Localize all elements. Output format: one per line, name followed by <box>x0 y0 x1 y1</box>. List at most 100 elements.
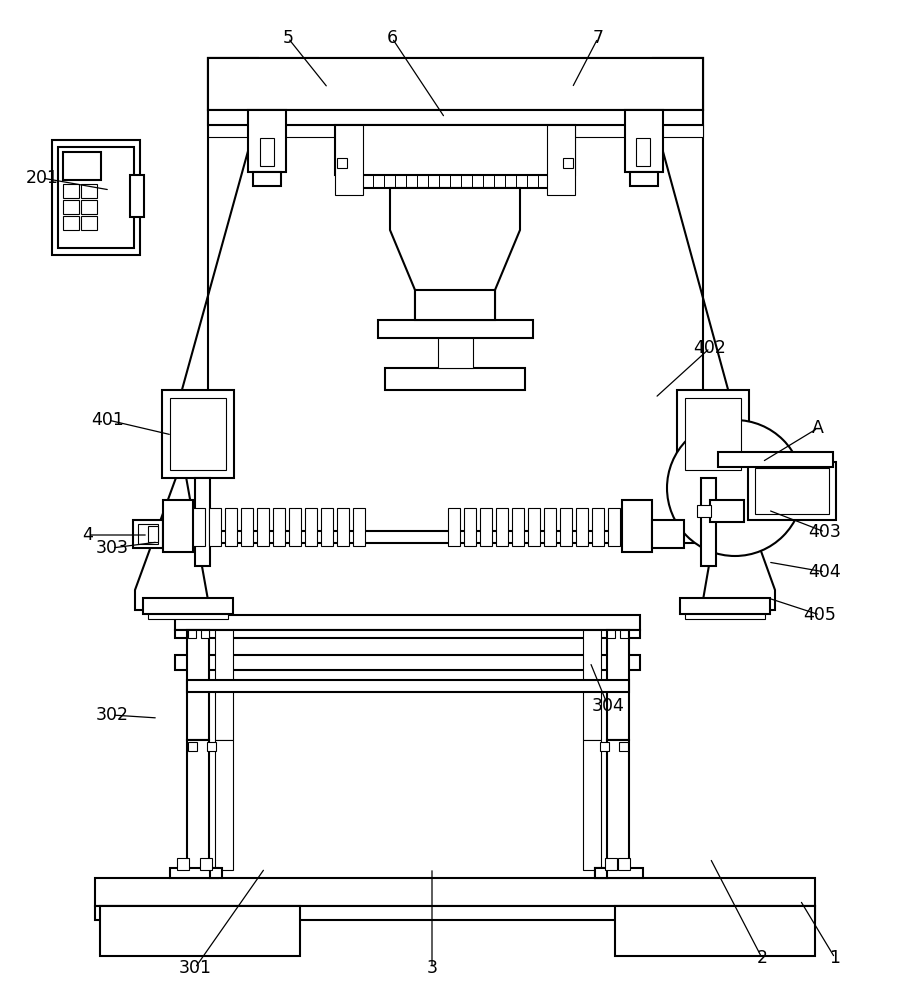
Circle shape <box>667 420 803 556</box>
Bar <box>100 906 300 956</box>
Polygon shape <box>390 188 520 320</box>
Text: 403: 403 <box>809 523 842 541</box>
Bar <box>148 526 158 542</box>
Bar <box>448 508 460 546</box>
Bar <box>547 125 575 195</box>
Bar <box>209 508 221 546</box>
Bar <box>63 216 79 230</box>
Bar <box>215 740 233 870</box>
Polygon shape <box>135 58 258 610</box>
Bar <box>415 290 495 320</box>
Bar <box>544 508 556 546</box>
Bar <box>748 462 836 520</box>
Text: 201: 201 <box>25 169 58 187</box>
Bar <box>81 216 97 230</box>
Bar <box>385 368 525 390</box>
Bar <box>195 478 210 566</box>
Bar <box>260 138 274 166</box>
Bar <box>175 655 640 670</box>
Text: 404: 404 <box>809 563 842 581</box>
Bar <box>187 630 209 740</box>
Bar <box>148 614 228 619</box>
Text: 302: 302 <box>95 706 128 724</box>
Bar <box>563 158 573 168</box>
Bar <box>335 125 363 195</box>
Bar <box>200 858 212 870</box>
Bar <box>755 468 829 514</box>
Bar <box>583 630 601 740</box>
Bar <box>52 140 140 255</box>
Bar <box>257 508 269 546</box>
Bar <box>595 868 643 878</box>
Bar <box>685 614 765 619</box>
Bar <box>607 630 615 638</box>
Bar <box>335 125 575 175</box>
Bar <box>63 152 101 180</box>
Bar <box>685 398 741 470</box>
Bar <box>188 742 197 751</box>
Bar <box>241 508 253 546</box>
Bar <box>207 742 216 751</box>
Bar <box>170 868 218 878</box>
Bar <box>201 630 209 638</box>
Bar <box>225 508 237 546</box>
Bar <box>175 615 640 630</box>
Bar <box>595 868 607 878</box>
Bar <box>208 58 703 110</box>
Bar <box>618 858 630 870</box>
Bar <box>680 598 770 614</box>
Bar <box>608 508 620 546</box>
Bar <box>187 740 209 870</box>
Bar <box>438 338 473 368</box>
Bar <box>710 500 744 522</box>
Bar <box>378 320 533 338</box>
Bar <box>528 508 540 546</box>
Bar <box>305 508 317 546</box>
Text: 402: 402 <box>694 339 726 357</box>
Bar <box>321 508 333 546</box>
Bar <box>576 508 588 546</box>
Bar <box>162 390 234 478</box>
Text: 303: 303 <box>95 539 128 557</box>
Bar <box>697 505 711 517</box>
Bar <box>163 500 193 552</box>
Bar <box>81 184 97 198</box>
Bar <box>193 508 205 546</box>
Bar <box>143 598 233 614</box>
Bar <box>130 175 144 217</box>
Bar <box>620 630 628 638</box>
Polygon shape <box>653 58 775 610</box>
Bar <box>58 147 134 248</box>
Text: 6: 6 <box>386 29 397 47</box>
Bar <box>600 742 609 751</box>
Bar <box>133 520 163 548</box>
Text: 3: 3 <box>426 959 437 977</box>
Bar <box>81 200 97 214</box>
Bar <box>273 508 285 546</box>
Bar <box>177 858 189 870</box>
Bar <box>630 172 658 186</box>
Text: 304: 304 <box>592 697 624 715</box>
Bar <box>210 868 222 878</box>
Bar <box>208 110 703 125</box>
Bar <box>289 508 301 546</box>
Bar <box>619 742 628 751</box>
Bar <box>95 878 815 906</box>
Bar <box>605 858 617 870</box>
Text: 5: 5 <box>283 29 294 47</box>
Bar <box>95 906 815 920</box>
Text: 2: 2 <box>756 949 767 967</box>
Text: 1: 1 <box>830 949 841 967</box>
Bar <box>480 508 492 546</box>
Bar <box>63 184 79 198</box>
Bar <box>622 500 652 552</box>
Bar <box>337 158 347 168</box>
Bar <box>583 740 601 870</box>
Bar <box>607 630 629 740</box>
Bar <box>592 508 604 546</box>
Bar <box>353 508 365 546</box>
Bar <box>560 508 572 546</box>
Text: 7: 7 <box>593 29 604 47</box>
Bar <box>677 390 749 478</box>
Bar <box>625 110 663 172</box>
